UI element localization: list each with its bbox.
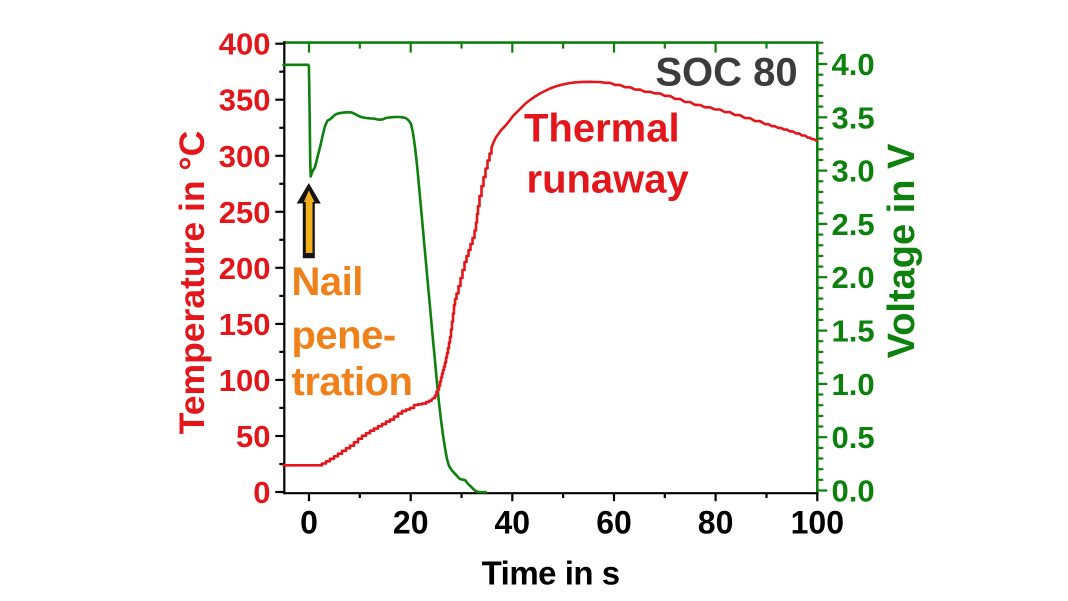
svg-text:0: 0 [300, 505, 318, 541]
svg-text:100: 100 [219, 363, 271, 398]
svg-text:150: 150 [219, 307, 271, 342]
svg-text:3.5: 3.5 [832, 100, 875, 135]
svg-text:350: 350 [219, 83, 271, 118]
svg-text:Time in s: Time in s [482, 555, 620, 592]
svg-text:400: 400 [219, 27, 271, 62]
svg-text:60: 60 [596, 505, 632, 541]
svg-text:0.5: 0.5 [832, 420, 875, 455]
svg-text:0: 0 [253, 475, 270, 510]
svg-text:1.0: 1.0 [832, 367, 875, 402]
svg-text:3.0: 3.0 [832, 154, 875, 189]
svg-text:200: 200 [219, 251, 271, 286]
svg-text:250: 250 [219, 195, 271, 230]
svg-text:40: 40 [495, 505, 531, 541]
svg-text:tration: tration [292, 360, 413, 404]
svg-text:2.0: 2.0 [832, 260, 875, 295]
svg-text:runaway: runaway [527, 158, 690, 202]
svg-text:0.0: 0.0 [832, 474, 875, 509]
svg-text:20: 20 [393, 505, 429, 541]
svg-text:50: 50 [236, 419, 270, 454]
svg-text:80: 80 [698, 505, 734, 541]
svg-text:100: 100 [791, 505, 844, 541]
svg-text:Temperature in °C: Temperature in °C [172, 131, 212, 435]
svg-text:Voltage in V: Voltage in V [881, 143, 923, 358]
svg-text:pene-: pene- [292, 314, 396, 358]
svg-text:SOC 80: SOC 80 [655, 51, 797, 95]
svg-text:Nail: Nail [292, 260, 363, 304]
svg-text:4.0: 4.0 [832, 47, 875, 82]
svg-text:Thermal: Thermal [524, 107, 680, 151]
svg-text:300: 300 [219, 139, 271, 174]
svg-text:2.5: 2.5 [832, 207, 875, 242]
svg-text:1.5: 1.5 [832, 314, 875, 349]
